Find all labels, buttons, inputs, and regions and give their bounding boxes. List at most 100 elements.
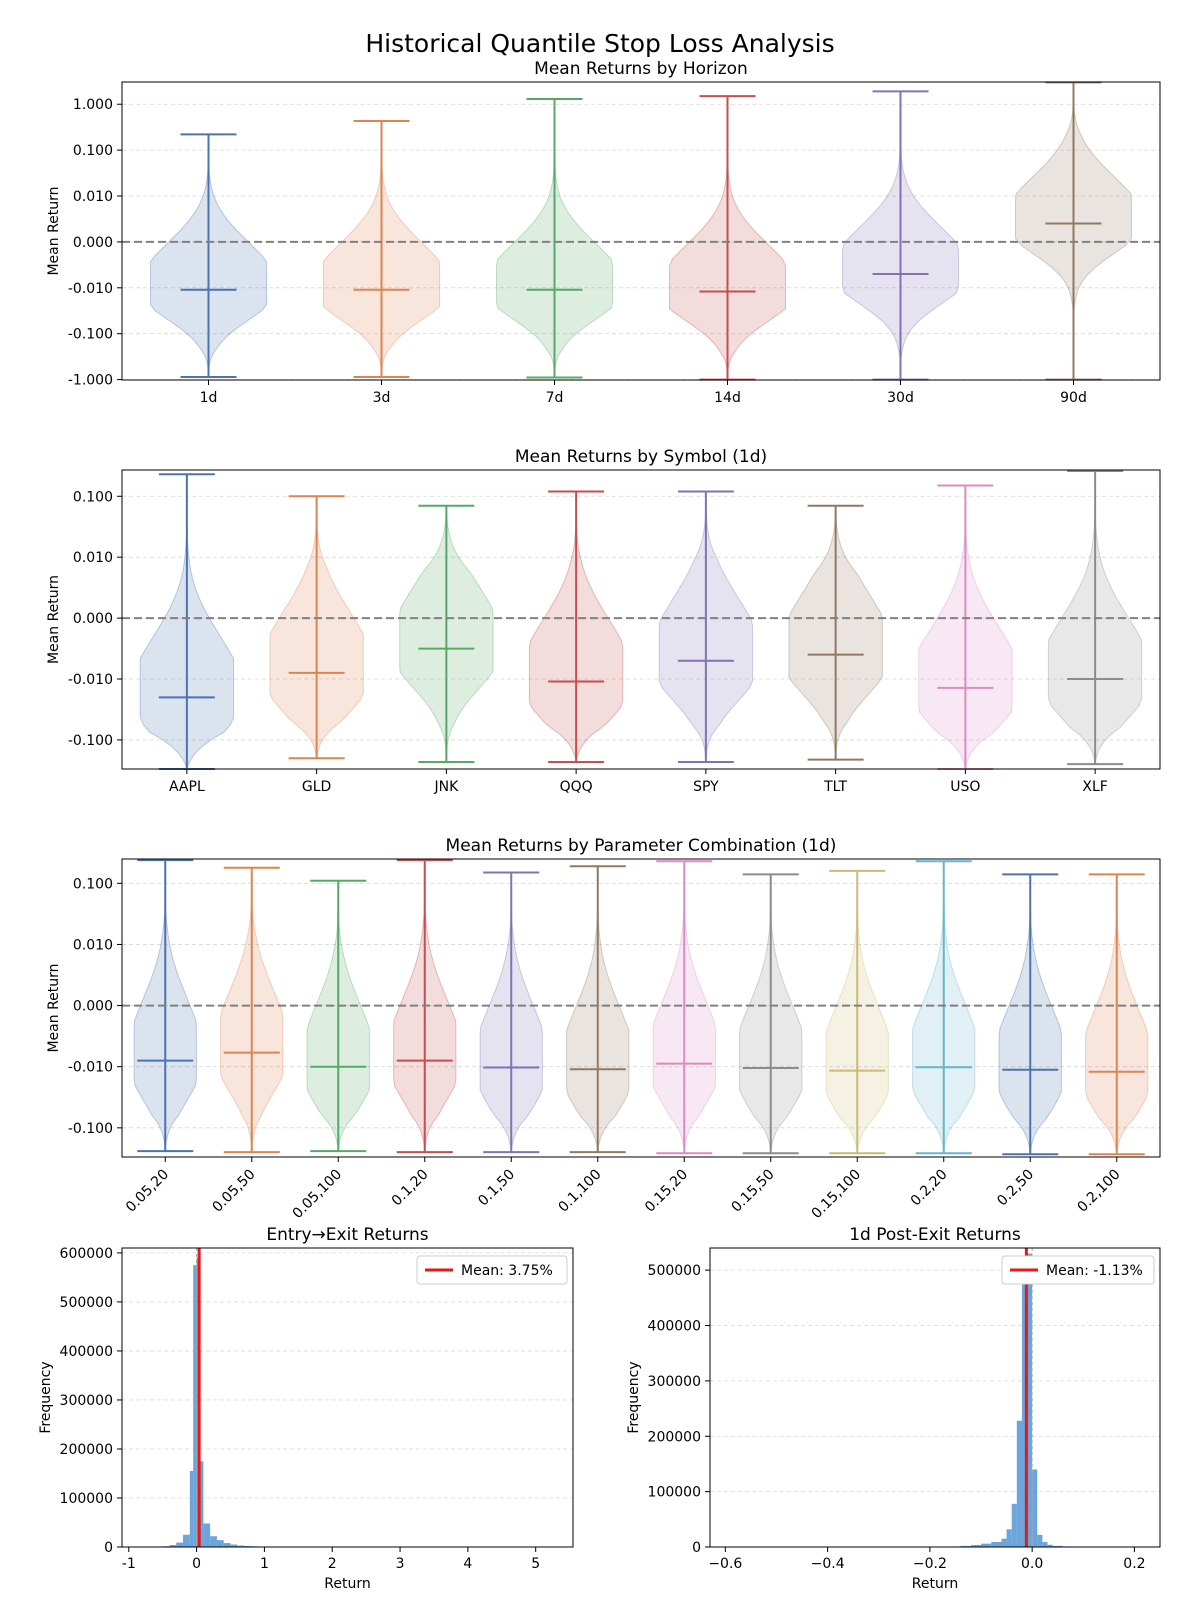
histogram-bar	[210, 1536, 217, 1547]
histogram-bar	[176, 1542, 184, 1547]
x-tick-label: GLD	[302, 779, 331, 795]
y-tick-label: 1.000	[73, 97, 113, 113]
x-tick-label: 5	[531, 1556, 540, 1572]
x-tick-label: USO	[950, 779, 980, 795]
y-tick-label: 300000	[648, 1374, 701, 1390]
legend-label: Mean: 3.75%	[461, 1263, 553, 1279]
x-tick-label: 90d	[1060, 390, 1087, 406]
y-tick-label: 400000	[648, 1319, 701, 1335]
x-tick-label: 3	[396, 1556, 405, 1572]
histogram-bar	[183, 1534, 190, 1547]
y-tick-label: 0.000	[73, 235, 113, 251]
legend-box	[1001, 1255, 1155, 1285]
histogram-bar	[1006, 1529, 1012, 1547]
histogram-bar	[1027, 1253, 1033, 1547]
y-tick-label: 0	[104, 1540, 113, 1556]
y-tick-label: -0.100	[68, 327, 113, 343]
x-tick-label: -1	[122, 1556, 136, 1572]
x-tick-label: 4	[463, 1556, 472, 1572]
x-tick-label: 0.1,100	[555, 1167, 604, 1216]
x-tick-label: 0	[192, 1556, 201, 1572]
histogram-bar	[981, 1543, 992, 1547]
histogram-bar	[193, 1265, 197, 1547]
x-tick-label: AAPL	[169, 779, 205, 795]
histogram-panel: 0 100000 200000 300000 400000 500000 −0.6 −0.4 −…	[626, 1225, 1161, 1592]
x-axis-label: Return	[912, 1576, 958, 1592]
histogram-bar	[1011, 1503, 1017, 1547]
panel-title: Mean Returns by Symbol (1d)	[515, 447, 767, 467]
y-tick-label: 0.000	[73, 999, 113, 1015]
x-tick-label: 0.05,50	[209, 1167, 258, 1216]
histogram-bar	[169, 1545, 177, 1547]
x-tick-label: XLF	[1082, 779, 1107, 795]
x-tick-label: 0.2,50	[994, 1167, 1037, 1210]
histogram-bar	[970, 1545, 982, 1547]
x-tick-label: JNK	[433, 779, 459, 795]
y-tick-label: 400000	[60, 1344, 113, 1360]
histogram-bar	[1037, 1534, 1043, 1547]
histogram-bar	[230, 1544, 238, 1547]
histogram-bar	[960, 1545, 971, 1547]
x-tick-label: −0.6	[708, 1556, 742, 1572]
histogram-bar	[1016, 1420, 1022, 1547]
x-tick-label: 1d	[200, 390, 218, 406]
x-tick-label: 0.15,50	[728, 1167, 777, 1216]
histogram-bar	[237, 1545, 245, 1547]
y-tick-label: -0.010	[68, 672, 113, 688]
y-tick-label: -0.100	[68, 1121, 113, 1137]
y-tick-label: 0.010	[73, 937, 113, 953]
y-tick-label: 0.100	[73, 876, 113, 892]
x-tick-label: QQQ	[560, 779, 593, 795]
x-tick-label: 3d	[373, 390, 391, 406]
plot-frame	[121, 858, 1161, 1158]
x-tick-label: TLT	[823, 779, 847, 795]
panel-title: Mean Returns by Parameter Combination (1…	[446, 836, 837, 856]
y-tick-label: 0	[692, 1540, 701, 1556]
histogram-bar	[1042, 1542, 1048, 1547]
histogram-bar	[203, 1523, 211, 1547]
y-tick-label: 600000	[60, 1246, 113, 1262]
y-tick-label: 300000	[60, 1393, 113, 1409]
x-tick-label: 0.1,20	[389, 1167, 432, 1210]
y-tick-label: -0.010	[68, 1060, 113, 1076]
violin-panel: -1.000 -0.100 -0.010 0.000 0.010 0.100 1.000 1d…	[46, 59, 1161, 406]
y-tick-label: 100000	[60, 1491, 113, 1507]
plot-frame	[121, 81, 1161, 381]
histogram-bar	[1001, 1538, 1007, 1547]
histogram-bar	[199, 1461, 204, 1547]
y-tick-label: 500000	[60, 1295, 113, 1311]
violin-panel: -0.100 -0.010 0.000 0.010 0.100 AAPL GLD JNK QQQ…	[46, 447, 1161, 795]
y-tick-label: 0.100	[73, 143, 113, 159]
x-tick-label: 0.2,100	[1074, 1167, 1123, 1216]
x-tick-label: 0.0	[1021, 1556, 1043, 1572]
y-tick-label: 0.100	[73, 489, 113, 505]
y-axis-label: Frequency	[38, 1361, 54, 1433]
histogram-bar	[189, 1471, 194, 1547]
histogram-bar	[991, 1542, 1002, 1547]
y-axis-label: Mean Return	[46, 186, 62, 275]
histogram-bar	[223, 1543, 231, 1547]
histogram-bar	[216, 1540, 224, 1547]
x-tick-label: 0.05,100	[290, 1167, 345, 1222]
y-tick-label: 500000	[648, 1263, 701, 1279]
x-tick-label: 0.15,100	[809, 1167, 864, 1222]
x-tick-label: 7d	[546, 390, 564, 406]
y-tick-label: 200000	[60, 1442, 113, 1458]
y-axis-label: Frequency	[626, 1361, 642, 1433]
y-tick-label: -1.000	[68, 373, 113, 389]
x-tick-label: 0.1,50	[475, 1167, 518, 1210]
x-tick-label: 14d	[714, 390, 741, 406]
histogram-bar	[1052, 1545, 1063, 1547]
histogram-bar	[1047, 1544, 1053, 1547]
y-tick-label: 0.010	[73, 189, 113, 205]
y-tick-label: 0.000	[73, 611, 113, 627]
plot-frame	[121, 469, 1161, 770]
legend-box	[416, 1255, 568, 1285]
plot-frame	[709, 1247, 1161, 1548]
y-tick-label: -0.100	[68, 733, 113, 749]
histogram-bar	[1021, 1270, 1028, 1547]
violin-panel: -0.100 -0.010 0.000 0.010 0.100 0.05,20 0.05,5…	[46, 836, 1161, 1222]
panel-title: Entry→Exit Returns	[266, 1225, 428, 1245]
x-tick-label: SPY	[693, 779, 719, 795]
